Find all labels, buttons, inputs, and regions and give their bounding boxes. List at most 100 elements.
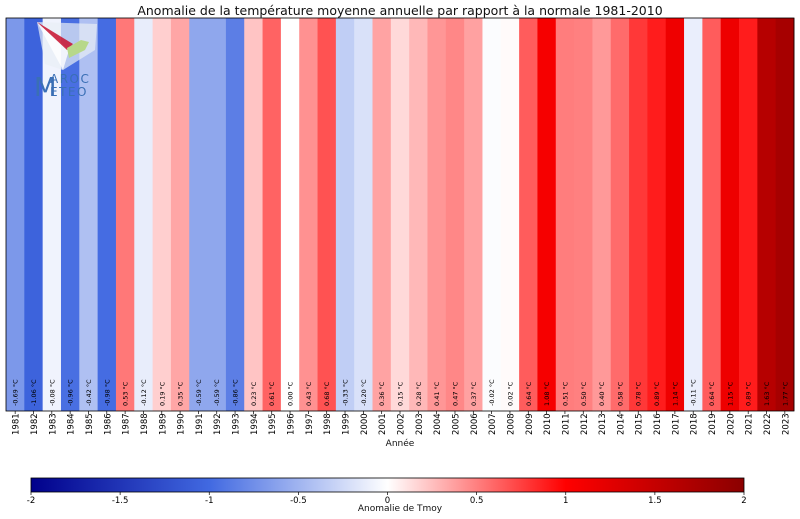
value-label: 0.41 °C — [433, 381, 441, 406]
value-label: 0.68 °C — [323, 381, 331, 406]
x-tick-label: 2015 — [635, 413, 645, 435]
stripe — [170, 18, 190, 411]
value-label: 1.15 °C — [726, 381, 734, 406]
stripe — [702, 18, 722, 411]
stripe — [519, 18, 538, 411]
value-label: -0.98 °C — [103, 379, 111, 406]
x-tick-label: 2001 — [378, 413, 388, 435]
value-label: -0.86 °C — [232, 379, 240, 406]
x-tick-label: 2002 — [397, 413, 407, 435]
x-tick-label: 2014 — [616, 413, 626, 435]
value-label: 0.35 °C — [177, 381, 185, 406]
x-tick-label: 1991 — [195, 413, 205, 435]
stripe — [775, 18, 795, 411]
colorbar-tick-label: -1.5 — [112, 496, 129, 506]
value-label: -0.12 °C — [140, 379, 148, 406]
stripe — [409, 18, 428, 411]
x-tick-label: 2023 — [781, 413, 791, 435]
x-tick-label: 1988 — [140, 413, 150, 435]
x-tick-label: 1983 — [48, 413, 58, 435]
x-tick-label: 1996 — [287, 413, 297, 435]
stripe — [647, 18, 667, 411]
stripes-group — [6, 18, 795, 411]
value-label: 0.43 °C — [305, 381, 313, 406]
x-tick-label: 1990 — [177, 413, 187, 435]
value-label: -1.06 °C — [30, 379, 38, 406]
x-tick-label: 2006 — [470, 413, 480, 435]
x-tick-label: 1994 — [250, 413, 260, 435]
value-label: 0.58 °C — [616, 381, 624, 406]
x-tick-label: 2021 — [745, 413, 755, 435]
chart-title: Anomalie de la température moyenne annue… — [137, 3, 663, 18]
value-label: 0.00 °C — [287, 381, 295, 406]
value-label: 0.89 °C — [653, 381, 661, 406]
x-tick-label: 1985 — [85, 413, 95, 435]
stripe — [24, 18, 44, 411]
value-label: 1.63 °C — [763, 381, 771, 406]
stripe — [42, 18, 62, 411]
stripe — [60, 18, 80, 411]
x-tick-label: 1992 — [213, 413, 223, 435]
x-tick-label: 2019 — [708, 413, 718, 435]
x-tick-label: 2009 — [525, 413, 535, 435]
x-tick-label: 1993 — [232, 413, 242, 435]
stripe — [757, 18, 777, 411]
value-label: 0.89 °C — [745, 381, 753, 406]
stripe — [79, 18, 99, 411]
stripe — [482, 18, 502, 411]
stripe — [207, 18, 227, 411]
value-label: 0.37 °C — [470, 381, 478, 406]
svg-text:AROC: AROC — [50, 72, 90, 86]
x-tick-label: 2003 — [415, 413, 425, 435]
x-tick-label: 2020 — [726, 413, 736, 435]
x-tick-label: 2022 — [763, 413, 773, 435]
value-label: 0.64 °C — [525, 381, 533, 406]
value-label: 0.02 °C — [506, 381, 514, 406]
x-tick-label: 2011 — [561, 413, 571, 435]
stripe — [464, 18, 483, 411]
colorbar-tick-label: -0.5 — [290, 496, 307, 506]
x-tick-label: 1986 — [103, 413, 113, 435]
x-tick-label: 1989 — [158, 413, 168, 435]
x-tick-label: 2013 — [598, 413, 608, 435]
stripe — [299, 18, 318, 411]
x-tick-label: 1987 — [122, 413, 132, 435]
maroc-meteo-logo: M AROC ETEO — [33, 20, 101, 103]
value-label: -0.96 °C — [67, 379, 75, 406]
stripe — [225, 18, 245, 411]
x-tick-label: 2004 — [433, 413, 443, 435]
stripe — [665, 18, 685, 411]
value-label: -0.59 °C — [195, 379, 203, 406]
x-tick-label: 2016 — [653, 413, 663, 435]
x-tick-label: 2010 — [543, 413, 553, 435]
value-label: 0.53 °C — [122, 381, 130, 406]
value-label: -0.02 °C — [488, 379, 496, 406]
value-label: 1.77 °C — [781, 381, 789, 406]
x-tick-label: 2017 — [671, 413, 681, 435]
value-label: 0.36 °C — [378, 381, 386, 406]
stripe — [354, 18, 373, 411]
value-label: 0.15 °C — [397, 381, 405, 406]
stripe — [537, 18, 557, 411]
colorbar-tick-label: 0.5 — [470, 496, 484, 506]
value-label: -0.59 °C — [213, 379, 221, 406]
stripe — [189, 18, 208, 411]
stripe — [6, 18, 25, 411]
x-tick-label: 2007 — [488, 413, 498, 435]
stripe — [592, 18, 612, 411]
x-tick-label: 1997 — [305, 413, 315, 435]
colorbar-tick-label: 0 — [385, 496, 390, 506]
stripe — [262, 18, 282, 411]
stripe — [317, 18, 337, 411]
x-tick-label: 1984 — [67, 413, 77, 435]
stripe — [555, 18, 575, 411]
stripe — [372, 18, 392, 411]
x-tick-label: 1998 — [323, 413, 333, 435]
value-label: -0.11 °C — [690, 379, 698, 406]
svg-text:M: M — [34, 73, 56, 98]
stripe — [97, 18, 117, 411]
value-label: 1.14 °C — [671, 381, 679, 406]
x-tick-label: 1999 — [342, 413, 352, 435]
colorbar-tick-label: -2 — [27, 496, 35, 506]
